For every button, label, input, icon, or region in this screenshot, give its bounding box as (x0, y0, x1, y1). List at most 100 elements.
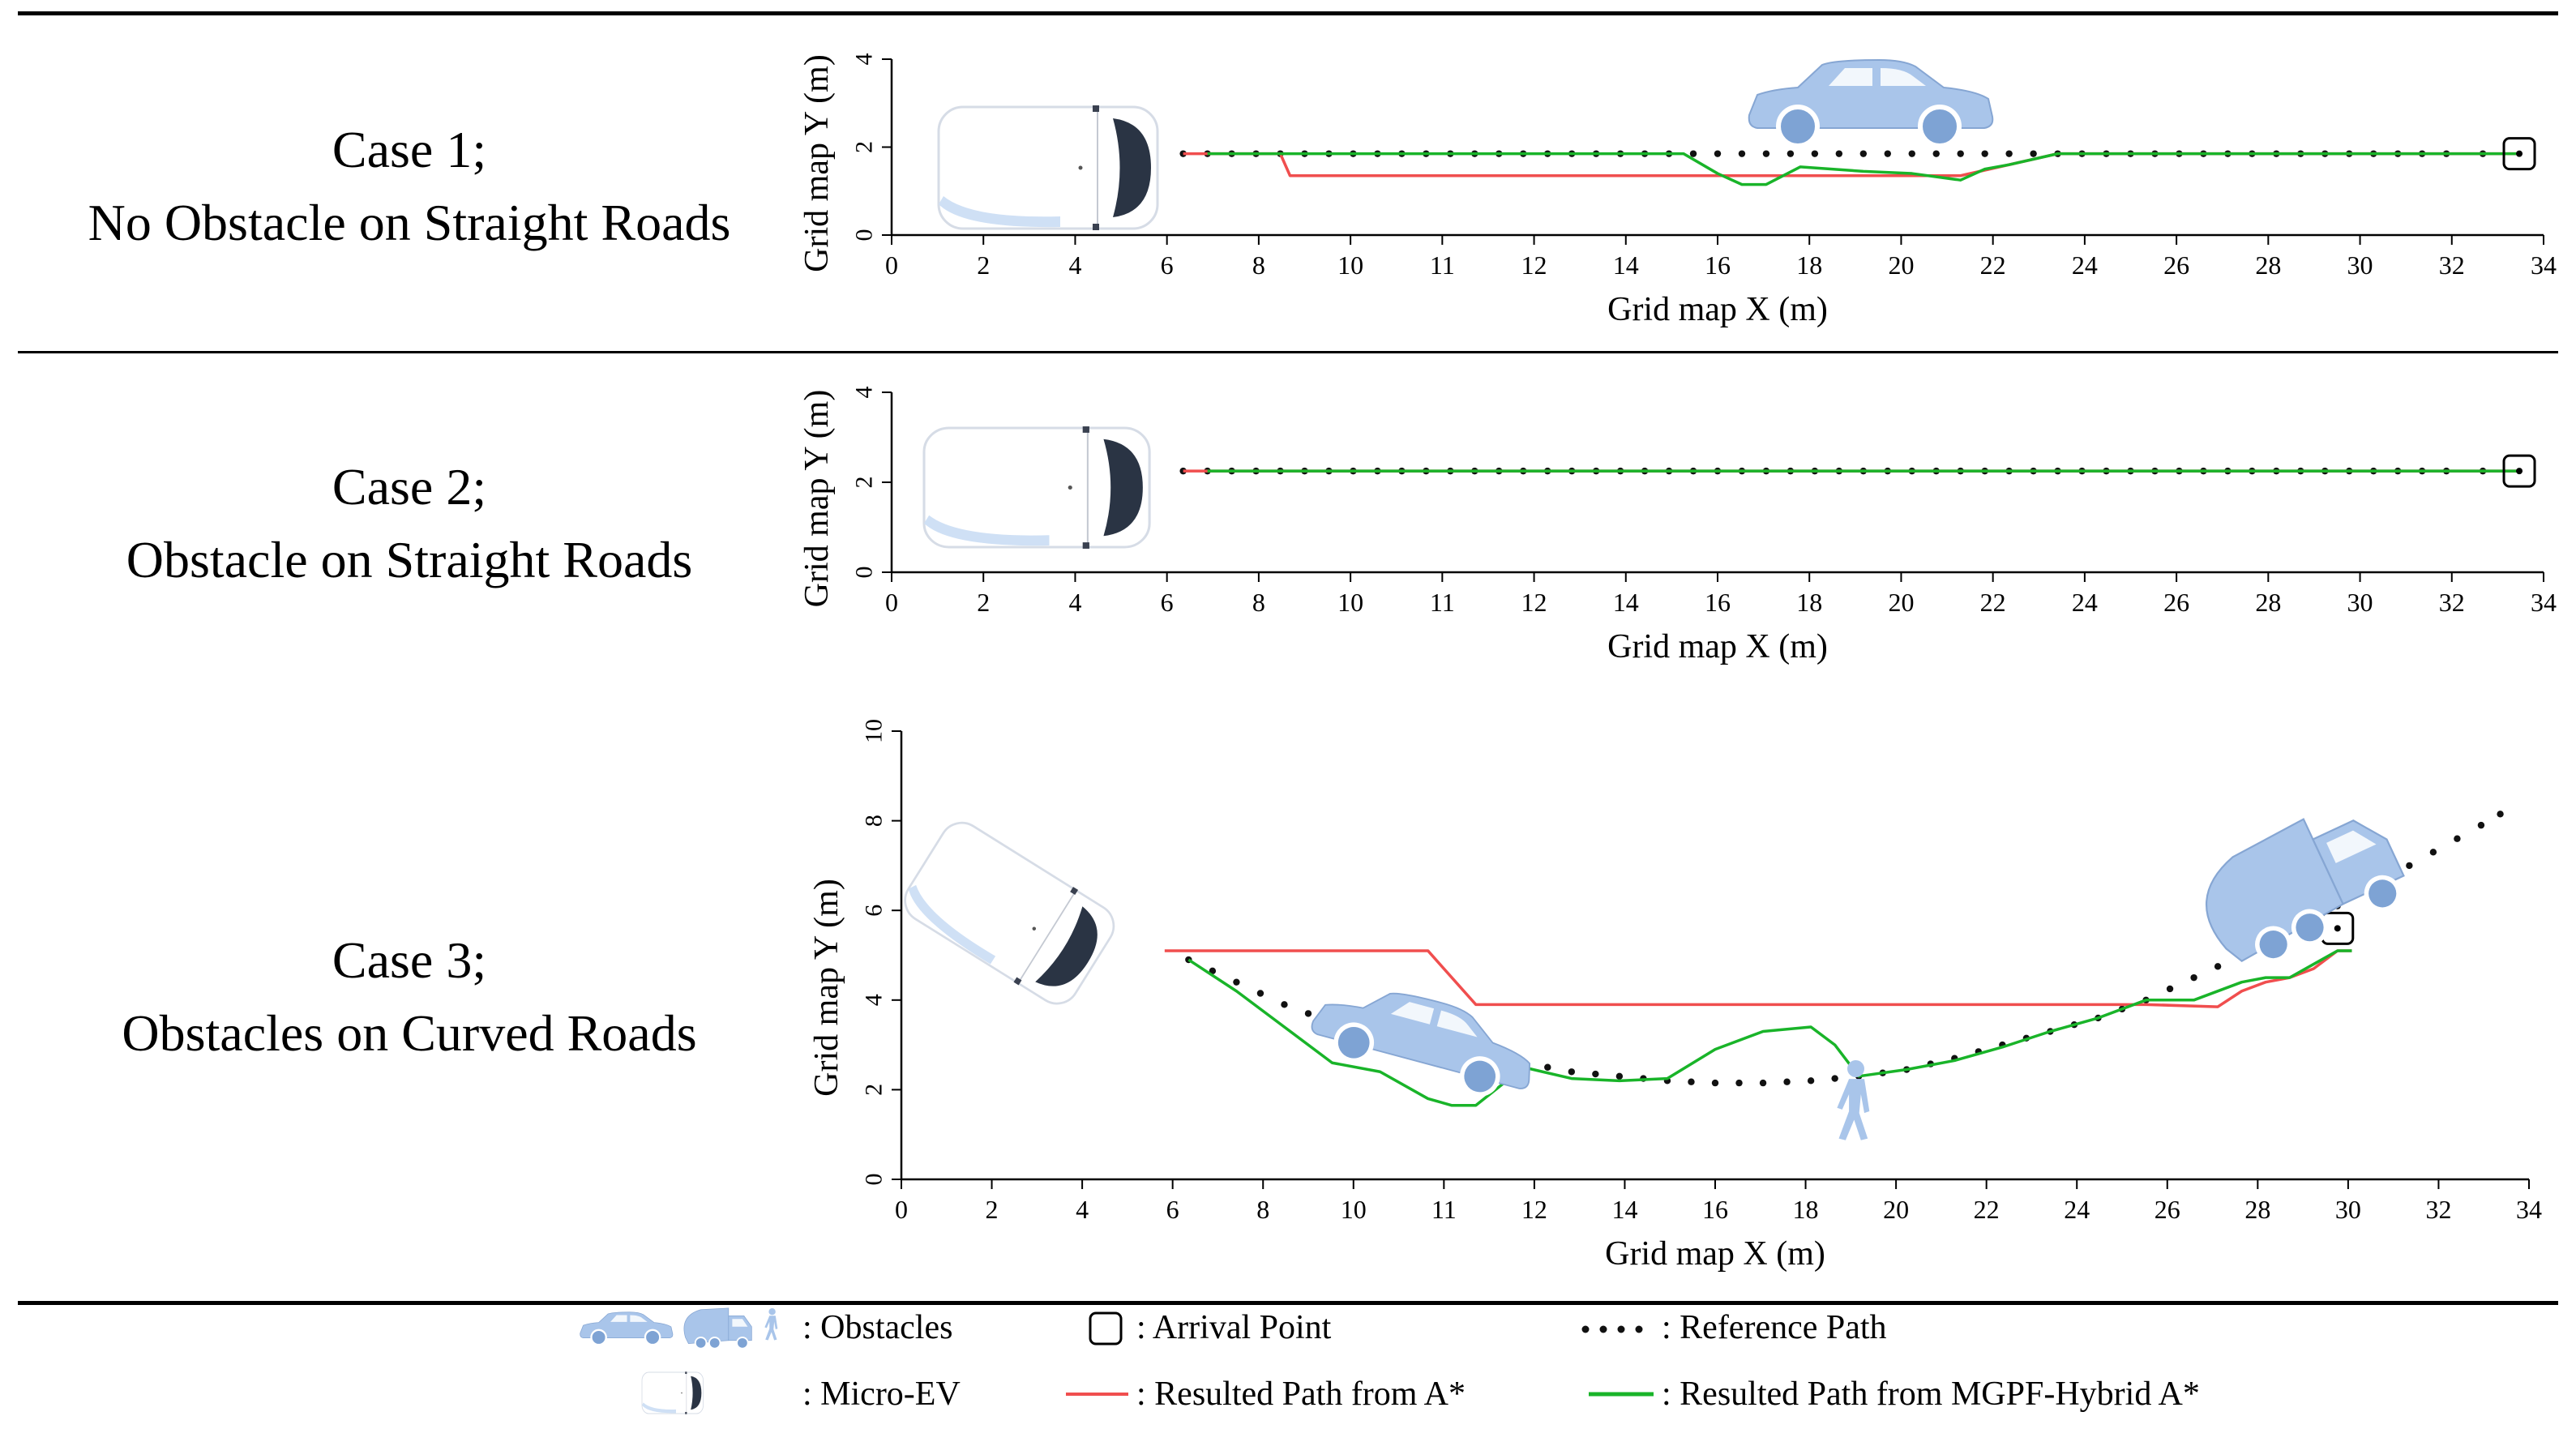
x-tick-label: 32 (2439, 588, 2465, 617)
y-tick-label: 2 (851, 477, 878, 489)
x-tick-label: 26 (2163, 588, 2189, 617)
x-tick-label: 4 (1068, 250, 1081, 280)
reference-dot (1256, 990, 1264, 997)
reference-dot (2477, 821, 2485, 829)
micro-ev-case2 (922, 425, 1151, 550)
x-tick-label: 11 (1431, 1195, 1457, 1224)
plot-case1: 0 2 4 6 8 10 11 12 14 16 18 20 22 24 26 28 30 32 34024Grid… (798, 53, 2557, 329)
reference-dot (1835, 150, 1843, 157)
x-tick-label: 16 (1702, 1195, 1728, 1224)
case3-title: Case 3; Obstacles on Curved Roads (0, 924, 819, 1070)
reference-dot (1735, 1079, 1743, 1087)
x-tick-label: 14 (1613, 250, 1639, 280)
legend-arrival-icon (1089, 1311, 1123, 1346)
y-tick-label: 4 (851, 387, 878, 399)
legend-micro-ev-icon (641, 1371, 704, 1415)
legend-mgpf-label: : Resulted Path from MGPF-Hybrid A* (1662, 1376, 2200, 1413)
arrival-point-dot (2516, 150, 2523, 157)
legend-pedestrian-icon (764, 1308, 778, 1341)
x-tick-label: 18 (1793, 1195, 1819, 1224)
x-tick-label: 20 (1888, 250, 1914, 280)
x-tick-label: 30 (2347, 588, 2373, 617)
x-tick-label: 26 (2155, 1195, 2180, 1224)
reference-dot (1688, 1078, 1695, 1085)
reference-dot (1831, 1075, 1838, 1082)
x-tick-label: 34 (2531, 250, 2557, 280)
y-axis-label: Grid map Y (m) (808, 879, 845, 1097)
x-tick-label: 10 (1337, 250, 1363, 280)
reference-dot (1859, 150, 1868, 157)
x-tick-label: 28 (2255, 250, 2281, 280)
case1-title-line2: No Obstacle on Straight Roads (88, 194, 731, 251)
x-tick-label: 20 (1888, 588, 1914, 617)
arrival-point-marker (2502, 454, 2536, 488)
x-tick-label: 4 (1076, 1195, 1089, 1224)
reference-dot (1304, 1010, 1312, 1017)
legend-arrival-label: : Arrival Point (1136, 1309, 1332, 1346)
reference-dot (1233, 978, 1240, 986)
x-tick-label: 32 (2439, 250, 2465, 280)
x-tick-label: 10 (1337, 588, 1363, 617)
legend-reference-dot (1599, 1325, 1607, 1333)
reference-dot (1783, 1078, 1791, 1085)
legend-reference-dot (1635, 1325, 1643, 1333)
y-tick-label: 6 (861, 905, 888, 917)
y-tick-label: 0 (851, 229, 878, 242)
x-tick-label: 6 (1161, 588, 1174, 617)
y-tick-label: 8 (861, 815, 888, 827)
reference-dot (1281, 1001, 1288, 1008)
reference-dot (1759, 1079, 1767, 1087)
x-tick-label: 0 (895, 1195, 908, 1224)
reference-dot (2214, 963, 2222, 970)
legend-reference-dot (1581, 1325, 1590, 1333)
legend-reference-label: : Reference Path (1662, 1309, 1887, 1346)
x-tick-label: 6 (1166, 1195, 1179, 1224)
legend-astar-label: : Resulted Path from A* (1136, 1376, 1466, 1413)
case1-title-line1: Case 1; (332, 121, 487, 178)
astar-path-line (1183, 152, 2520, 178)
reference-dot (1615, 1072, 1624, 1080)
mgpf-path-line (1207, 152, 2520, 186)
x-axis-label: Grid map X (m) (1605, 1235, 1825, 1273)
legend-obstacles-label: : Obstacles (802, 1309, 953, 1346)
reference-dot (1592, 1070, 1599, 1078)
x-tick-label: 12 (1521, 1195, 1547, 1224)
reference-dot (1568, 1068, 1576, 1076)
legend-truck-icon (683, 1307, 753, 1350)
x-tick-label: 2 (977, 588, 990, 617)
reference-dot (2497, 811, 2504, 818)
case2-title: Case 2; Obstacle on Straight Roads (0, 451, 819, 597)
legend-reference-dots (1581, 1325, 1643, 1333)
x-tick-label: 34 (2516, 1195, 2542, 1224)
y-tick-label: 4 (851, 53, 878, 66)
x-tick-label: 11 (1430, 250, 1455, 280)
x-tick-label: 22 (1974, 1195, 2000, 1224)
x-tick-label: 20 (1883, 1195, 1909, 1224)
x-tick-label: 10 (1341, 1195, 1367, 1224)
obstacle-car-case1 (1749, 60, 1993, 146)
legend-rule (18, 1301, 2558, 1305)
reference-dot (2030, 150, 2037, 157)
y-tick-label: 2 (861, 1084, 888, 1096)
reference-dot (1957, 150, 1964, 157)
y-tick-label: 0 (851, 567, 878, 579)
x-tick-label: 12 (1521, 250, 1547, 280)
mgpf-path-line (1187, 949, 2352, 1107)
x-tick-label: 0 (885, 588, 898, 617)
x-tick-label: 0 (885, 250, 898, 280)
x-tick-label: 26 (2163, 250, 2189, 280)
legend-reference-dot (1617, 1325, 1625, 1333)
x-tick-label: 18 (1796, 250, 1822, 280)
case3-title-line2: Obstacles on Curved Roads (122, 1004, 697, 1062)
x-tick-label: 8 (1252, 250, 1265, 280)
reference-dot (1932, 150, 1940, 157)
x-tick-label: 16 (1705, 588, 1731, 617)
reference-dot (1738, 150, 1746, 157)
top-rule (18, 11, 2558, 15)
x-tick-label: 28 (2244, 1195, 2270, 1224)
arrival-point-marker (2502, 137, 2536, 171)
x-tick-label: 24 (2072, 588, 2098, 617)
y-axis-label: Grid map Y (m) (798, 54, 836, 272)
legend-microev-label: : Micro-EV (802, 1376, 961, 1413)
